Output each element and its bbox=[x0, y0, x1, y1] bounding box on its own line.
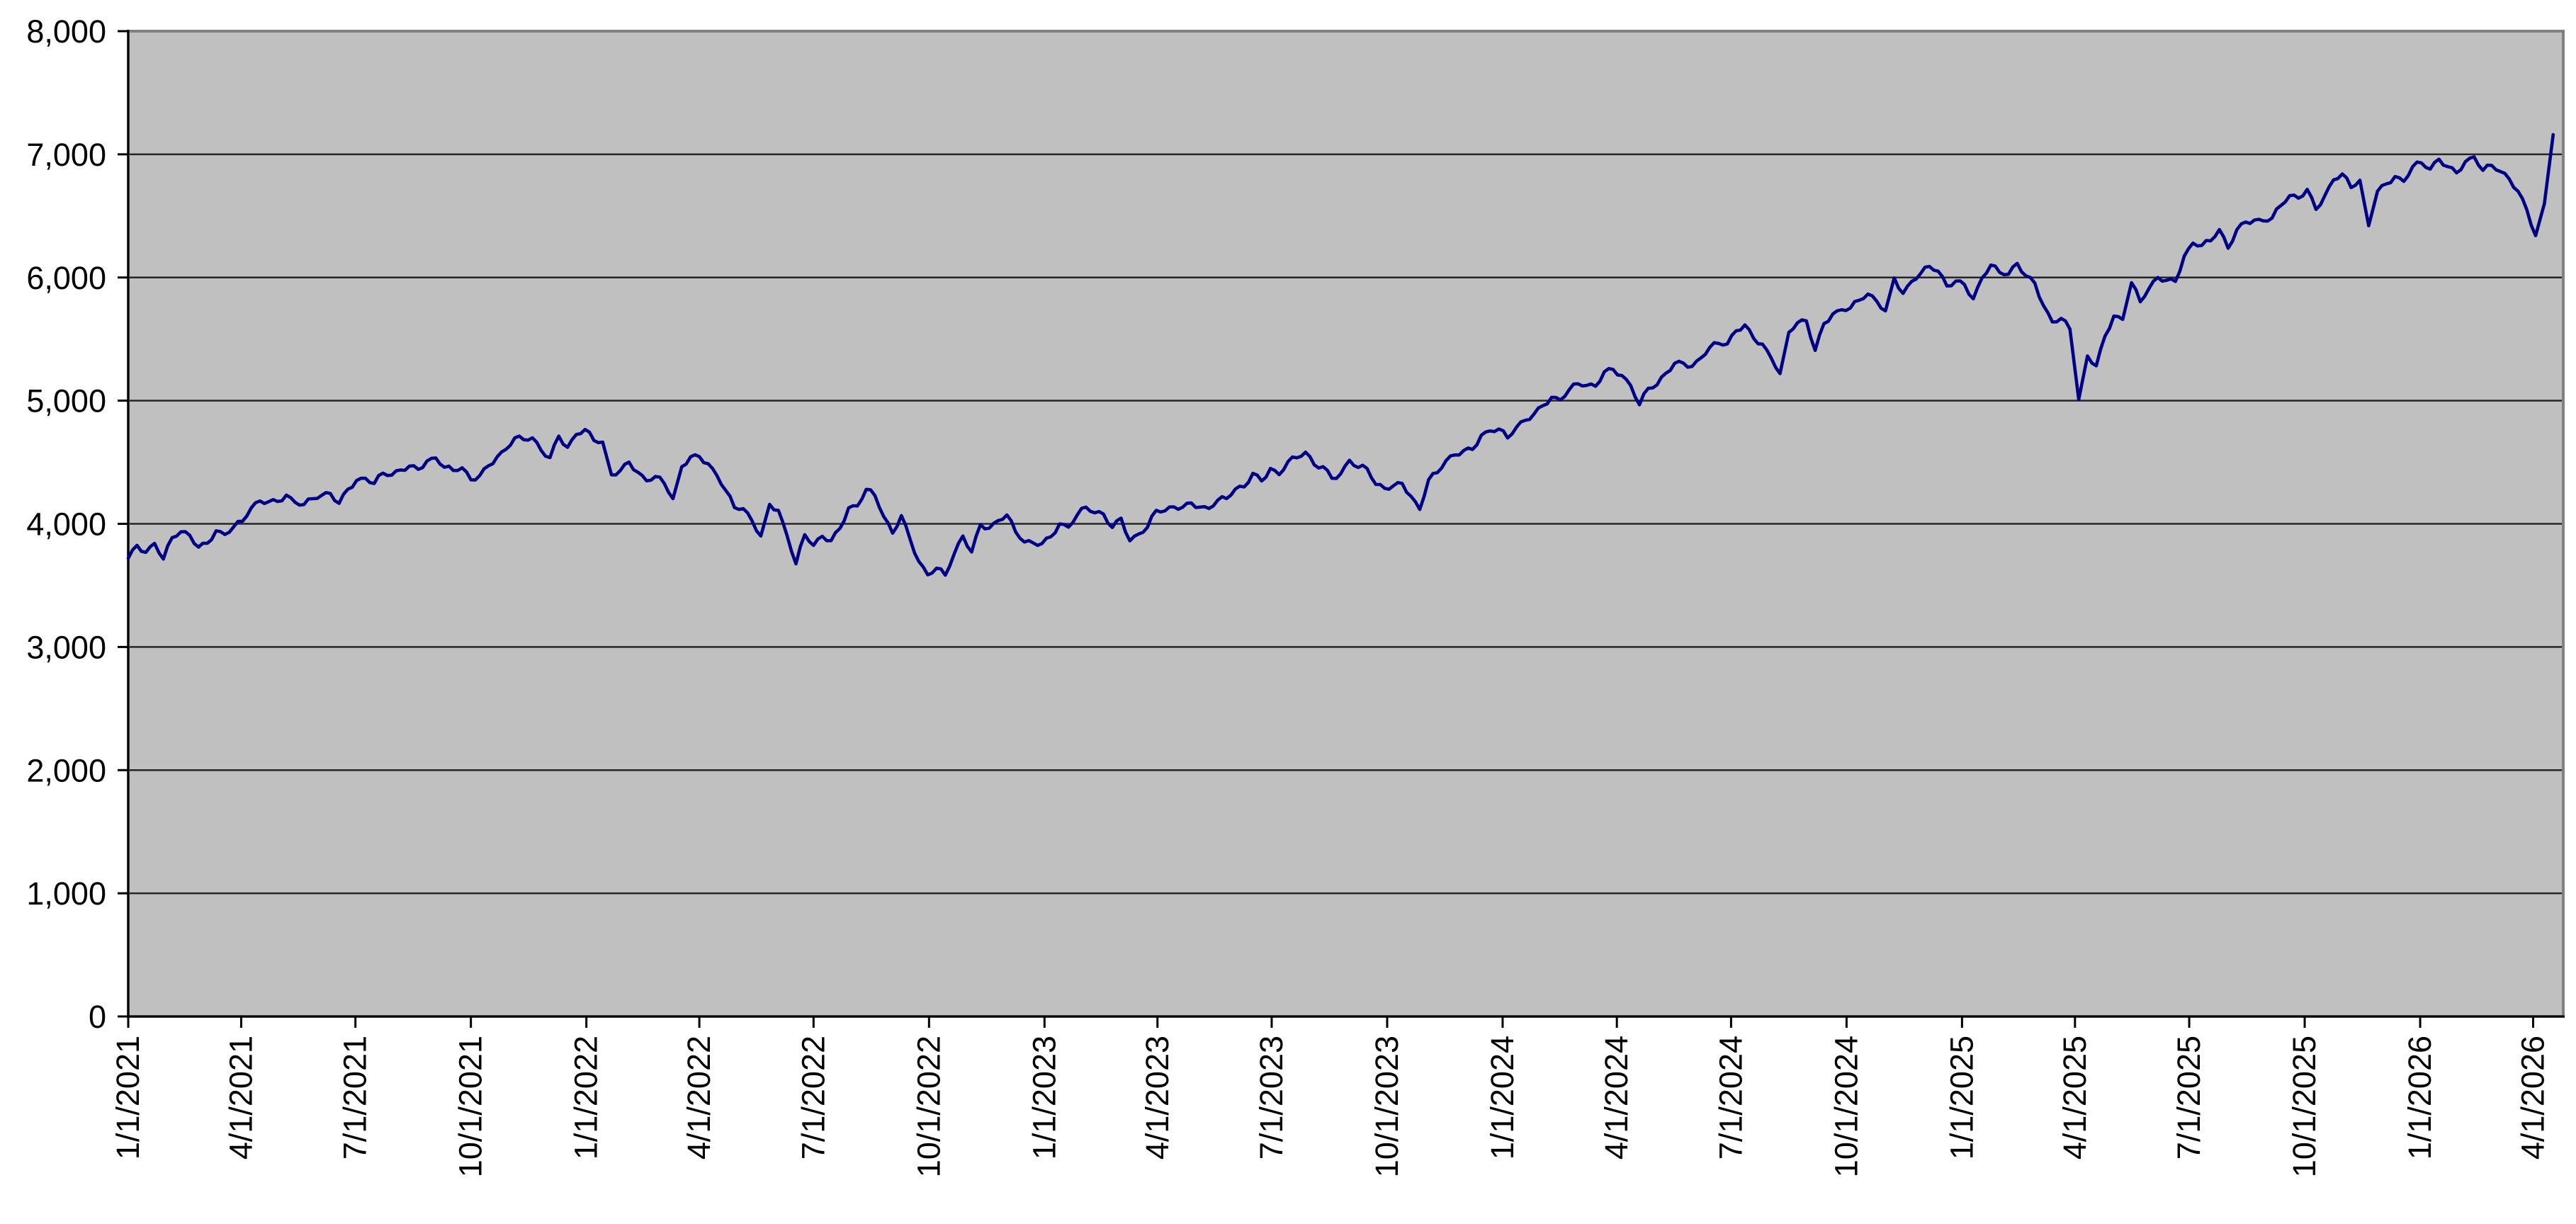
y-axis-label: 2,000 bbox=[26, 752, 106, 788]
y-axis-label: 6,000 bbox=[26, 260, 106, 296]
y-axis-label: 1,000 bbox=[26, 876, 106, 912]
series-line bbox=[126, 132, 2555, 577]
y-axis-label: 8,000 bbox=[26, 13, 106, 50]
x-axis-label: 10/1/2021 bbox=[453, 1036, 489, 1177]
y-axis-labels: 0 1,000 2,000 3,000 4,000 5,000 6,000 7,000 8,00… bbox=[26, 13, 106, 1035]
x-axis-label: 1/1/2025 bbox=[1943, 1036, 1979, 1160]
x-axis-label: 1/1/2023 bbox=[1026, 1036, 1062, 1160]
x-axis-label: 10/1/2022 bbox=[910, 1036, 947, 1177]
x-axis-label: 7/1/2022 bbox=[795, 1036, 831, 1160]
x-axis-label: 4/1/2025 bbox=[2057, 1036, 2093, 1160]
x-axis-label: 7/1/2024 bbox=[1712, 1036, 1749, 1160]
y-axis-label: 7,000 bbox=[26, 137, 106, 173]
x-axis-labels: 1/1/2021 4/1/2021 7/1/2021 10/1/2021 1/1/202… bbox=[110, 1036, 2550, 1177]
x-axis-label: 1/1/2022 bbox=[568, 1036, 604, 1160]
y-axis-label: 3,000 bbox=[26, 629, 106, 665]
x-axis-label: 1/1/2026 bbox=[2402, 1036, 2438, 1160]
x-axis-label: 1/1/2024 bbox=[1484, 1036, 1520, 1160]
y-axis-label: 0 bbox=[89, 999, 106, 1035]
x-axis-label: 4/1/2024 bbox=[1598, 1036, 1634, 1160]
x-axis-ticks bbox=[127, 1016, 2534, 1028]
x-axis-label: 10/1/2025 bbox=[2286, 1036, 2322, 1177]
x-axis-label: 10/1/2023 bbox=[1369, 1036, 1405, 1177]
x-axis-label: 10/1/2024 bbox=[1828, 1036, 1864, 1177]
x-axis-label: 4/1/2023 bbox=[1139, 1036, 1175, 1160]
x-axis-label: 7/1/2025 bbox=[2171, 1036, 2207, 1160]
x-axis-label: 4/1/2022 bbox=[681, 1036, 717, 1160]
y-axis-ticks bbox=[118, 30, 128, 1018]
x-axis-label: 4/1/2026 bbox=[2514, 1036, 2550, 1160]
y-axis-label: 4,000 bbox=[26, 506, 106, 543]
x-axis-label: 7/1/2021 bbox=[337, 1036, 373, 1160]
x-axis-label: 1/1/2021 bbox=[110, 1036, 146, 1160]
x-axis-label: 4/1/2021 bbox=[222, 1036, 259, 1160]
x-axis-label: 7/1/2023 bbox=[1253, 1036, 1289, 1160]
y-axis-label: 5,000 bbox=[26, 383, 106, 419]
